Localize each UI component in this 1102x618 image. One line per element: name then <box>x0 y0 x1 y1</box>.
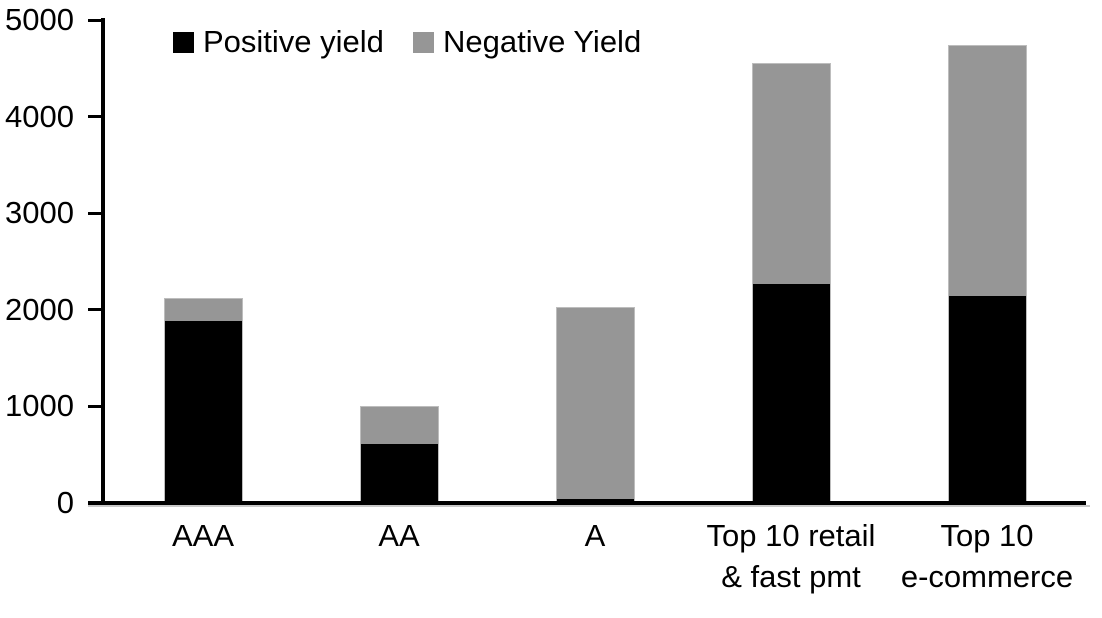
bar-aaa <box>164 298 243 503</box>
category-label-top-10-retail-fast-pmt: Top 10 retail & fast pmt <box>661 515 921 597</box>
y-tick-label: 3000 <box>5 195 74 231</box>
category-label-line: & fast pmt <box>721 559 861 594</box>
y-axis-line <box>101 18 105 505</box>
legend-item-negative-yield: Negative Yield <box>413 24 642 59</box>
y-tick-mark <box>88 308 101 312</box>
category-label-top-10-e-commerce: Top 10 e-commerce <box>857 515 1102 597</box>
y-tick-mark <box>88 404 101 408</box>
legend-label-negative-yield: Negative Yield <box>443 24 642 59</box>
segment-negative-yield <box>165 299 242 322</box>
category-label-line: AAA <box>171 518 235 553</box>
bar-top-10-retail-fast-pmt <box>752 63 831 503</box>
category-label-a: A <box>465 515 725 556</box>
y-tick-mark <box>88 18 101 22</box>
y-tick-label: 4000 <box>5 98 74 134</box>
x-axis-line <box>88 501 1086 505</box>
legend-item-positive-yield: Positive yield <box>173 24 384 59</box>
y-tick-label: 0 <box>56 485 74 520</box>
category-label-line: Top 10 <box>940 518 1034 553</box>
bar-a <box>556 306 635 503</box>
segment-negative-yield <box>949 46 1026 297</box>
bar-top-10-e-commerce <box>948 45 1027 503</box>
y-tick-mark <box>88 211 101 215</box>
segment-positive-yield <box>949 296 1026 503</box>
category-label-line: Top 10 retail <box>706 518 876 553</box>
category-label-aa: AA <box>269 515 529 556</box>
x-axis-baseline-shadow <box>88 505 1090 507</box>
segment-positive-yield <box>165 321 242 503</box>
legend-label-positive-yield: Positive yield <box>203 24 384 59</box>
category-label-aaa: AAA <box>73 515 333 556</box>
negative-yield-swatch <box>413 31 434 53</box>
y-tick-mark <box>88 115 101 119</box>
y-tick-label: 5000 <box>5 2 74 37</box>
segment-positive-yield <box>361 444 438 503</box>
category-label-line: e-commerce <box>900 559 1074 594</box>
category-label-line: AA <box>378 518 420 553</box>
segment-negative-yield <box>557 307 634 500</box>
segment-positive-yield <box>753 283 830 503</box>
segment-negative-yield <box>753 64 830 284</box>
y-tick-label: 1000 <box>5 388 74 424</box>
positive-yield-swatch <box>173 31 194 53</box>
segment-negative-yield <box>361 407 438 445</box>
bar-aa <box>360 406 439 503</box>
category-label-line: A <box>584 518 606 553</box>
y-tick-label: 2000 <box>5 291 74 327</box>
